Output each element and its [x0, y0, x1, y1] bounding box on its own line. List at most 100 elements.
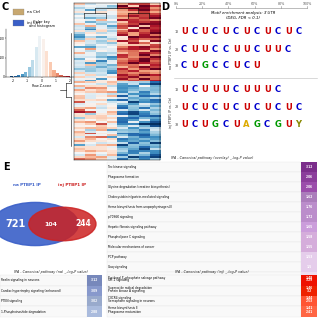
FancyBboxPatch shape — [87, 307, 102, 317]
Text: 80%: 80% — [277, 2, 284, 6]
Text: U: U — [222, 85, 229, 94]
Text: 3.09: 3.09 — [91, 289, 98, 293]
FancyBboxPatch shape — [107, 303, 301, 313]
Text: U: U — [181, 28, 188, 36]
Text: 1.58: 1.58 — [306, 235, 313, 239]
FancyBboxPatch shape — [301, 252, 317, 262]
Text: U: U — [191, 45, 198, 54]
Text: U: U — [202, 120, 208, 129]
Text: U: U — [212, 85, 219, 94]
Text: C: C — [212, 103, 218, 112]
Text: U: U — [202, 28, 208, 36]
Text: U: U — [243, 45, 250, 54]
Text: U: U — [264, 85, 271, 94]
Text: C: C — [253, 28, 260, 36]
FancyBboxPatch shape — [301, 283, 317, 292]
FancyBboxPatch shape — [0, 307, 87, 317]
Text: G: G — [212, 120, 219, 129]
Text: Phagosome maturation: Phagosome maturation — [108, 310, 141, 314]
Text: 3): 3) — [175, 123, 179, 127]
Text: Pyridoxal 5'-phosphate salvage pathway: Pyridoxal 5'-phosphate salvage pathway — [108, 276, 165, 280]
Text: inj Ctrl: inj Ctrl — [27, 21, 40, 25]
Text: 1.44: 1.44 — [306, 296, 313, 300]
Text: U: U — [264, 45, 271, 54]
FancyBboxPatch shape — [301, 222, 317, 232]
FancyBboxPatch shape — [107, 172, 301, 182]
Text: C: C — [191, 120, 197, 129]
Text: PCP pathway: PCP pathway — [108, 255, 127, 259]
Text: U: U — [181, 85, 188, 94]
Text: C: C — [264, 120, 270, 129]
Text: 2.88: 2.88 — [91, 310, 98, 314]
Text: 60%: 60% — [251, 2, 258, 6]
Text: Heme biosynthesis II: Heme biosynthesis II — [108, 306, 138, 310]
Text: 1): 1) — [175, 88, 179, 92]
Text: C: C — [191, 28, 197, 36]
Text: U: U — [253, 61, 260, 70]
Text: 3.29: 3.29 — [306, 278, 313, 282]
Text: U: U — [181, 103, 188, 112]
Text: 1.53: 1.53 — [306, 255, 313, 259]
FancyBboxPatch shape — [301, 172, 317, 182]
FancyBboxPatch shape — [107, 292, 301, 303]
FancyBboxPatch shape — [301, 202, 317, 212]
Text: C: C — [191, 85, 197, 94]
FancyBboxPatch shape — [107, 252, 301, 262]
Text: C: C — [274, 103, 281, 112]
FancyBboxPatch shape — [107, 242, 301, 252]
Text: 1.65: 1.65 — [306, 225, 313, 229]
Text: inj PTBP1 IP: inj PTBP1 IP — [98, 21, 121, 25]
FancyBboxPatch shape — [107, 162, 301, 172]
Text: IPA - Canonical pathway (inj) _-log₂P value): IPA - Canonical pathway (inj) _-log₂P va… — [175, 269, 249, 274]
Text: C: C — [274, 85, 281, 94]
Text: 3): 3) — [175, 64, 179, 68]
FancyBboxPatch shape — [107, 182, 301, 192]
Text: p70S6K signaling: p70S6K signaling — [108, 215, 133, 219]
FancyBboxPatch shape — [301, 285, 317, 296]
Text: 1.55: 1.55 — [306, 245, 313, 249]
Text: C: C — [222, 120, 228, 129]
Text: U: U — [264, 103, 271, 112]
Text: G: G — [202, 61, 208, 70]
Text: Cholecystokinin/gastrin-mediated signaling: Cholecystokinin/gastrin-mediated signali… — [108, 195, 169, 199]
FancyBboxPatch shape — [301, 275, 317, 285]
Text: C: C — [233, 103, 239, 112]
Text: C: C — [181, 45, 187, 54]
Text: U: U — [243, 85, 250, 94]
Text: C: C — [253, 103, 260, 112]
FancyBboxPatch shape — [87, 296, 102, 307]
Text: U: U — [253, 85, 260, 94]
Text: 1.72: 1.72 — [306, 215, 313, 219]
Text: Hepatic fibrosis signaling pathway: Hepatic fibrosis signaling pathway — [108, 225, 157, 229]
Text: C: C — [222, 45, 228, 54]
Text: Heme biosynthesis from uroporphyrinogen-III: Heme biosynthesis from uroporphyrinogen-… — [108, 205, 172, 209]
Circle shape — [29, 207, 96, 241]
FancyBboxPatch shape — [301, 273, 317, 283]
Text: U: U — [202, 45, 208, 54]
Text: Tec kinase signaling: Tec kinase signaling — [108, 164, 136, 169]
FancyBboxPatch shape — [107, 275, 301, 285]
Text: G: G — [274, 120, 281, 129]
FancyBboxPatch shape — [0, 296, 87, 307]
Text: 3.2: 3.2 — [307, 289, 312, 293]
Text: U: U — [202, 103, 208, 112]
Text: C: C — [2, 2, 9, 12]
FancyBboxPatch shape — [301, 262, 317, 273]
Text: C: C — [295, 103, 301, 112]
Text: 3.12: 3.12 — [306, 164, 313, 169]
FancyBboxPatch shape — [87, 275, 102, 285]
Text: na PTBP1 IP: na PTBP1 IP — [13, 183, 41, 187]
Text: 1.46: 1.46 — [306, 285, 313, 290]
Text: IGF-1 signaling: IGF-1 signaling — [108, 278, 129, 282]
Text: U: U — [264, 28, 271, 36]
Text: IPA - Canonical pathway (overlay) _-log₂P value): IPA - Canonical pathway (overlay) _-log₂… — [171, 156, 253, 160]
Text: U: U — [243, 28, 250, 36]
Text: 40%: 40% — [225, 2, 232, 6]
Text: na PTBP1 IP vs. Ctrl: na PTBP1 IP vs. Ctrl — [169, 38, 173, 69]
FancyBboxPatch shape — [107, 232, 301, 242]
Text: U: U — [233, 61, 240, 70]
Text: C: C — [181, 61, 187, 70]
Text: C: C — [295, 28, 301, 36]
FancyBboxPatch shape — [107, 202, 301, 212]
Text: na PTBP1 IP: na PTBP1 IP — [98, 10, 121, 14]
